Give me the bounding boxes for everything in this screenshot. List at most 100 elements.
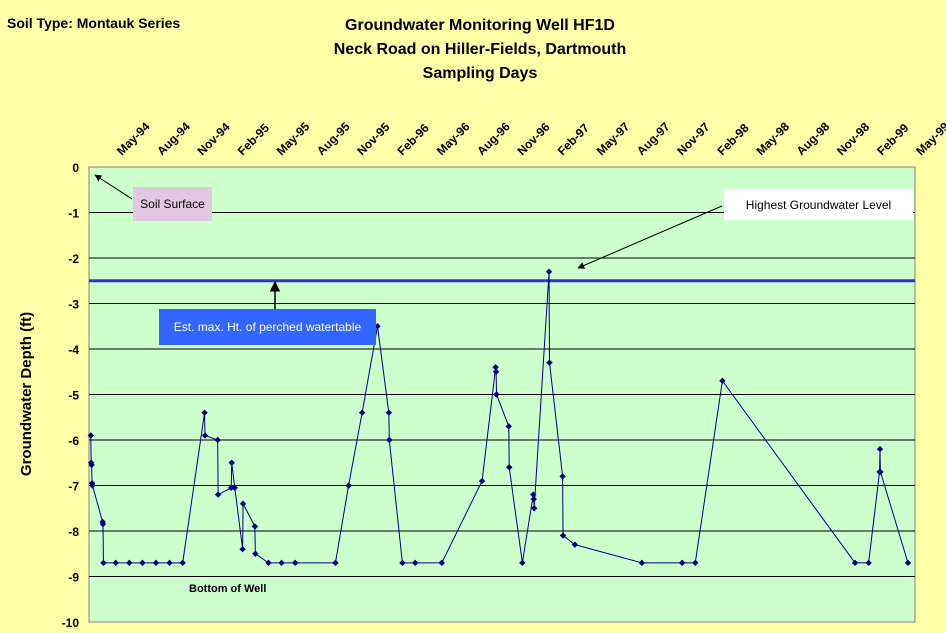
data-point <box>530 495 537 503</box>
data-point <box>231 484 238 491</box>
data-point <box>100 559 107 567</box>
data-point <box>278 559 285 567</box>
data-point <box>88 461 95 469</box>
data-point <box>492 368 500 375</box>
x-tick-label: Nov-95 <box>354 120 392 158</box>
x-tick-label: Nov-94 <box>194 120 232 158</box>
data-point <box>478 477 486 485</box>
data-point <box>678 559 686 567</box>
data-point <box>386 436 393 444</box>
y-tick-label: -5 <box>68 389 79 403</box>
x-axis-ticks: May-94 Aug-94 Nov-94 Feb-95 May-95 Aug-95 Nov-… <box>114 119 946 158</box>
data-point <box>139 559 146 567</box>
highest-level-label: Highest Groundwater Level <box>724 189 913 220</box>
y-tick-label: -2 <box>68 252 79 266</box>
data-point <box>876 445 884 453</box>
data-point <box>228 484 235 491</box>
data-point <box>545 268 553 275</box>
data-point <box>571 541 579 548</box>
data-point <box>493 391 500 398</box>
title-line-2: Neck Road on Hiller-Fields, Dartmouth <box>333 41 627 58</box>
x-tick-label: May-95 <box>274 119 313 158</box>
x-tick-label: Feb-96 <box>395 121 432 158</box>
data-point <box>126 559 133 567</box>
title-line-1: Groundwater Monitoring Well HF1D <box>345 17 615 34</box>
data-point <box>265 559 272 567</box>
chart-title: Groundwater Monitoring Well HF1D Neck Ro… <box>250 14 710 86</box>
data-point <box>530 505 538 512</box>
data-point <box>719 377 726 385</box>
y-tick-label: -4 <box>68 343 79 357</box>
data-point <box>411 559 419 567</box>
x-tick-label: Aug-95 <box>314 119 353 158</box>
data-point <box>559 532 567 539</box>
x-tick-label: Feb-99 <box>874 121 911 158</box>
data-point <box>112 559 119 567</box>
x-tick-label: Aug-97 <box>634 119 673 158</box>
data-point <box>385 409 393 416</box>
data-point <box>166 559 173 567</box>
data-point <box>99 520 107 528</box>
x-tick-label: Aug-94 <box>154 119 193 158</box>
y-tick-label: -7 <box>68 480 79 494</box>
data-point <box>179 559 186 567</box>
y-axis-ticks: 0 -1 -2 -3 -4 -5 -6 -7 -8 -9 -10 <box>62 161 80 630</box>
data-point <box>358 409 366 416</box>
data-point <box>865 559 872 567</box>
data-point <box>152 559 160 567</box>
x-tick-label: Feb-98 <box>714 121 751 158</box>
data-point <box>438 559 446 567</box>
soil-surface-label: Soil Surface <box>133 187 212 221</box>
data-point <box>505 423 512 430</box>
data-point <box>201 409 208 416</box>
soil-type-label: Soil Type: Montauk Series <box>7 15 181 31</box>
highest-level-arrow <box>577 205 723 269</box>
data-point <box>87 432 94 439</box>
data-point <box>251 523 259 530</box>
data-point <box>201 432 209 439</box>
x-tick-label: May-96 <box>434 119 473 158</box>
x-tick-label: Nov-98 <box>834 120 872 158</box>
bottom-of-well-label: Bottom of Well <box>189 583 266 595</box>
x-tick-label: Nov-96 <box>514 120 552 158</box>
perched-watertable-label: Est. max. Ht. of perched watertable <box>159 309 376 345</box>
data-point <box>399 559 406 567</box>
y-tick-label: 0 <box>72 161 79 175</box>
data-point <box>559 473 566 480</box>
data-point <box>877 468 884 476</box>
data-point <box>519 559 526 567</box>
soil-surface-arrow <box>94 174 133 200</box>
data-point <box>239 500 247 507</box>
data-point <box>638 559 646 567</box>
y-tick-label: -10 <box>62 616 80 630</box>
data-point <box>89 482 96 489</box>
data-point <box>530 491 537 498</box>
y-tick-label: -6 <box>68 434 79 448</box>
data-point <box>506 464 513 471</box>
x-tick-label: May-94 <box>114 119 153 158</box>
data-point <box>214 491 222 498</box>
x-tick-label: Aug-96 <box>474 119 513 158</box>
x-tick-label: Feb-95 <box>235 121 272 158</box>
x-tick-label: May-99 <box>913 119 946 158</box>
series-line <box>87 268 912 567</box>
x-tick-label: Nov-97 <box>674 120 712 158</box>
data-point <box>291 559 299 567</box>
data-point <box>345 482 352 489</box>
grid-lines <box>89 212 915 577</box>
data-point <box>252 550 259 557</box>
data-point <box>228 459 235 466</box>
y-tick-label: -8 <box>68 525 79 539</box>
x-tick-label: May-97 <box>594 119 633 158</box>
data-point <box>239 546 246 553</box>
y-tick-label: -3 <box>68 298 79 312</box>
data-point <box>546 359 553 366</box>
x-tick-label: Feb-97 <box>555 121 592 158</box>
data-point <box>904 559 912 567</box>
y-tick-label: -9 <box>68 571 79 585</box>
x-tick-label: May-98 <box>753 119 792 158</box>
data-point <box>692 559 699 567</box>
x-tick-label: Aug-98 <box>794 119 833 158</box>
data-point <box>332 559 339 567</box>
